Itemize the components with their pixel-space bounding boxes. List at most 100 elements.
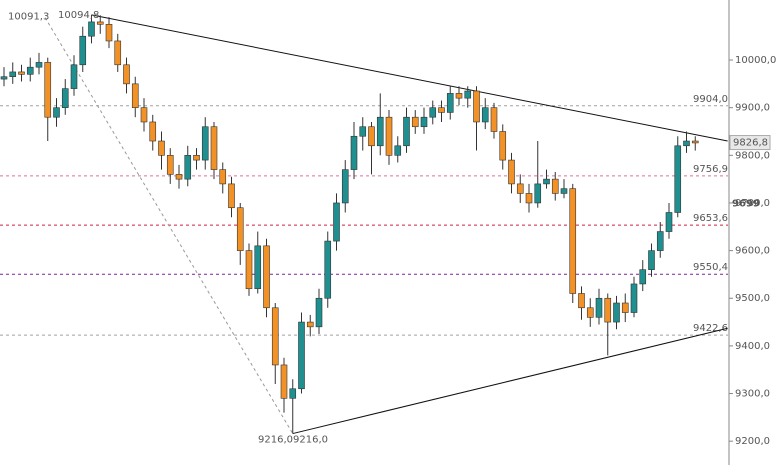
candle-body xyxy=(543,178,550,185)
candle-body xyxy=(96,21,104,25)
annotation: 9216,0 xyxy=(258,435,293,446)
trendline xyxy=(44,17,294,434)
candle-body xyxy=(455,93,463,99)
candle-body xyxy=(481,107,489,123)
y-tick-label: 9300,0 xyxy=(735,389,770,400)
candle-body xyxy=(315,297,323,328)
level-label: 9550,4 xyxy=(693,262,728,273)
level-label: 9422,6 xyxy=(693,323,728,334)
candle-body xyxy=(648,250,655,270)
candle-body xyxy=(525,193,533,204)
candle-body xyxy=(446,93,454,113)
candle-body xyxy=(201,126,209,161)
level-label: 9904,0 xyxy=(693,94,728,105)
y-tick-label: 9200,0 xyxy=(735,436,770,447)
candle-body xyxy=(0,76,8,80)
annotation: 10094,8 xyxy=(58,10,99,21)
y-tick-label: 10000,0 xyxy=(735,55,776,66)
candle-body xyxy=(341,169,349,204)
candle-body xyxy=(298,321,305,390)
current-price-box xyxy=(729,135,771,151)
candle-body xyxy=(9,71,17,78)
candle-body xyxy=(254,245,262,290)
level-label: 9653,6 xyxy=(693,213,728,224)
candle-body xyxy=(175,174,183,180)
candle-body xyxy=(18,71,25,75)
candle-body xyxy=(210,126,218,170)
candle-body xyxy=(61,88,69,108)
candle-body xyxy=(403,116,410,147)
candle-body xyxy=(236,207,244,251)
candle-body xyxy=(70,64,78,89)
level-label: 9756,9 xyxy=(693,164,728,175)
candle-body xyxy=(411,116,419,128)
candle-body xyxy=(560,188,568,194)
candle-body xyxy=(166,155,174,175)
candle-body xyxy=(438,107,445,113)
candle-body xyxy=(604,297,612,323)
trendline xyxy=(91,14,728,142)
candle-body xyxy=(683,140,690,147)
candle-body xyxy=(245,250,253,290)
y-tick-label: 9500,0 xyxy=(735,293,770,304)
candle-body xyxy=(534,183,542,204)
candle-body xyxy=(280,364,288,399)
candle-body xyxy=(26,66,34,75)
candle-body xyxy=(368,126,375,147)
candle-body xyxy=(263,245,270,309)
candle-body xyxy=(333,202,340,242)
candle-body xyxy=(508,159,515,185)
candle-body xyxy=(79,35,87,66)
candle-body xyxy=(420,116,428,128)
annotation: 10091,3 xyxy=(8,12,49,23)
candle-body xyxy=(184,155,192,180)
candle-body xyxy=(44,62,52,118)
y-tick-label: 9800,0 xyxy=(735,150,770,161)
candle-body xyxy=(473,90,480,123)
candle-body xyxy=(376,116,384,147)
candle-body xyxy=(691,140,699,144)
current-price-label: 9826,8 xyxy=(733,138,768,149)
candle-body xyxy=(394,145,402,156)
candle-body xyxy=(385,116,393,156)
candle-body xyxy=(621,302,629,313)
candle-body xyxy=(551,178,559,194)
candle-body xyxy=(53,107,60,118)
candle-body xyxy=(665,212,673,232)
candle-body xyxy=(674,145,682,213)
candle-body xyxy=(595,297,603,318)
candle-body xyxy=(490,107,498,132)
candle-body xyxy=(350,135,358,170)
y-tick-label: 9400,0 xyxy=(735,341,770,352)
candle-body xyxy=(499,131,507,161)
candle-body xyxy=(569,188,577,294)
y-tick-label: 9600,0 xyxy=(735,246,770,257)
marker-label: 9699 xyxy=(732,198,760,209)
candle-body xyxy=(123,64,130,85)
candle-body xyxy=(464,90,472,99)
candle-body xyxy=(289,388,297,399)
candle-body xyxy=(149,121,157,142)
candle-body xyxy=(429,107,437,118)
candle-body xyxy=(158,140,165,156)
candle-body xyxy=(656,231,664,251)
candle-body xyxy=(630,283,638,313)
trendline xyxy=(292,327,728,435)
candle-body xyxy=(114,40,122,66)
candle-body xyxy=(639,269,647,285)
candle-body xyxy=(578,293,585,309)
y-tick-label: 9900,0 xyxy=(735,103,770,114)
candle-body xyxy=(586,307,594,318)
candle-body xyxy=(324,240,332,299)
candle-body xyxy=(219,169,227,185)
candle-body xyxy=(193,155,200,161)
annotation: 9216,0 xyxy=(293,435,328,446)
candle-body xyxy=(306,321,314,328)
candle-body xyxy=(140,107,148,123)
candle-body xyxy=(516,183,524,194)
candle-body xyxy=(131,83,139,108)
candle-body xyxy=(105,23,113,42)
candle-body xyxy=(228,183,235,209)
